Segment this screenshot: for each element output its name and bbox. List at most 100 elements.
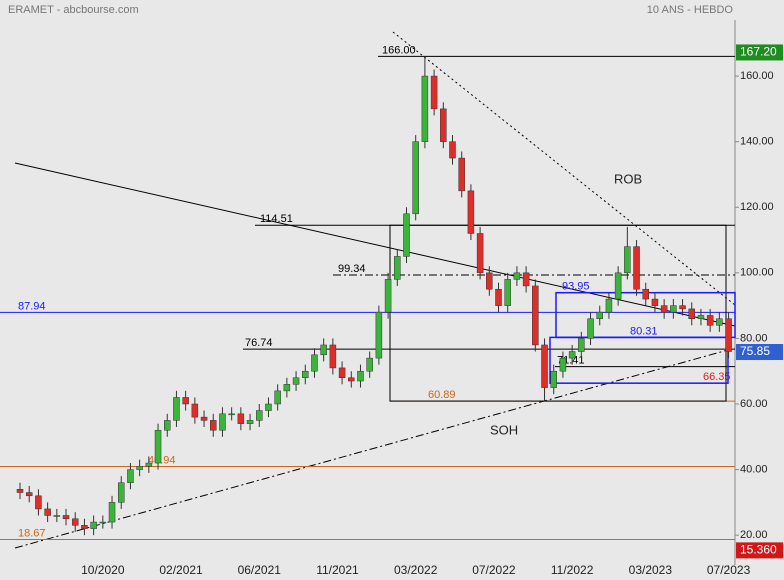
candle-body <box>587 318 594 339</box>
annotation: SOH <box>490 422 518 437</box>
candle-body <box>679 305 686 310</box>
candle-body <box>302 370 309 379</box>
candle-body <box>366 357 373 372</box>
candle-body <box>311 354 318 372</box>
level-label: 93.95 <box>562 281 590 293</box>
candle-body <box>108 502 116 523</box>
candle-body <box>550 370 557 388</box>
candle-body <box>412 141 419 215</box>
candle-body <box>559 357 567 372</box>
candle-body <box>62 515 70 520</box>
level-label: 76.74 <box>245 337 273 349</box>
candle-body <box>283 384 291 392</box>
candle-body <box>53 515 61 517</box>
candle-body <box>246 420 254 424</box>
candle-body <box>651 298 659 306</box>
candle-body <box>578 338 585 352</box>
level-label: 40.94 <box>148 454 176 466</box>
candle-body <box>614 272 622 300</box>
level-label: 18.67 <box>18 527 46 539</box>
candle-body <box>476 233 484 274</box>
y-tick-label: 60.00 <box>740 398 768 410</box>
x-tick-label: 07/2022 <box>472 563 516 577</box>
price-tag-label: 75.85 <box>740 344 770 358</box>
x-tick-label: 07/2023 <box>707 563 751 577</box>
candle-body <box>320 344 327 356</box>
candle-body <box>35 495 42 510</box>
candle-body <box>706 315 714 326</box>
candle-body <box>292 377 300 385</box>
candle-body <box>117 482 125 503</box>
level-label: 99.34 <box>338 263 366 275</box>
y-tick-label: 120.00 <box>740 201 774 213</box>
candle-body <box>265 403 272 411</box>
candle-body <box>338 367 346 379</box>
trend-line-soh <box>14 347 736 549</box>
y-tick-label: 160.00 <box>740 70 774 82</box>
candle-body <box>182 397 189 405</box>
candle-body <box>716 318 723 326</box>
header-right: 10 ANS - HEBDO <box>647 4 734 16</box>
candle-body <box>127 469 134 483</box>
annotation: ROB <box>614 171 642 186</box>
candle-body <box>486 272 493 290</box>
candle-body <box>430 75 438 110</box>
y-tick-label: 40.00 <box>740 463 768 475</box>
candle-body <box>568 351 576 359</box>
level-box <box>549 336 729 384</box>
level-box <box>389 224 727 402</box>
candle-body <box>541 344 548 388</box>
candle-body <box>504 279 511 306</box>
candle-body <box>697 315 705 319</box>
candle-body <box>522 272 530 287</box>
candle-body <box>136 466 143 470</box>
candle-body <box>90 521 97 529</box>
candle-body <box>725 318 732 352</box>
level-label: 66.35 <box>703 371 731 383</box>
price-tag <box>736 344 783 361</box>
candle-body <box>624 246 631 274</box>
x-tick-label: 03/2022 <box>394 563 438 577</box>
header-left: ERAMET - abcbourse.com <box>8 4 139 16</box>
candle-body <box>449 141 456 159</box>
candle-body <box>237 413 245 424</box>
level-label: 60.89 <box>428 389 456 401</box>
candle-body <box>403 213 410 257</box>
price-tag <box>736 44 783 61</box>
candle-body <box>16 489 24 493</box>
candle-body <box>384 279 392 313</box>
x-tick-label: 10/2020 <box>81 563 125 577</box>
candle-body <box>44 508 51 516</box>
candle-body <box>495 288 502 306</box>
candle-body <box>660 305 668 313</box>
candle-body <box>688 308 696 319</box>
candle-body <box>274 390 281 405</box>
candle-body <box>357 370 364 382</box>
candle-body <box>670 305 677 313</box>
candle-body <box>71 518 79 526</box>
candle-body <box>440 108 447 142</box>
candle-body <box>191 403 199 418</box>
candle-body <box>605 298 613 313</box>
x-tick-label: 11/2022 <box>551 563 594 577</box>
x-tick-label: 03/2023 <box>629 563 673 577</box>
y-tick-label: 100.00 <box>740 267 774 279</box>
level-label: 166.00 <box>382 44 416 56</box>
price-tag <box>736 542 783 559</box>
candle-body <box>375 311 383 359</box>
candle-body <box>256 410 263 421</box>
candle-body <box>228 413 235 416</box>
candle-body <box>421 75 429 142</box>
y-tick-label: 80.00 <box>740 332 768 344</box>
candle-body <box>532 285 539 346</box>
x-tick-label: 06/2021 <box>238 563 282 577</box>
y-tick-label: 20.00 <box>740 529 768 541</box>
price-tag-label: 167.20 <box>740 45 777 59</box>
candle-body <box>25 492 33 497</box>
candle-body <box>394 256 401 280</box>
level-label: 114.51 <box>260 213 293 225</box>
candle-body <box>163 420 171 431</box>
candle-body <box>81 525 88 529</box>
